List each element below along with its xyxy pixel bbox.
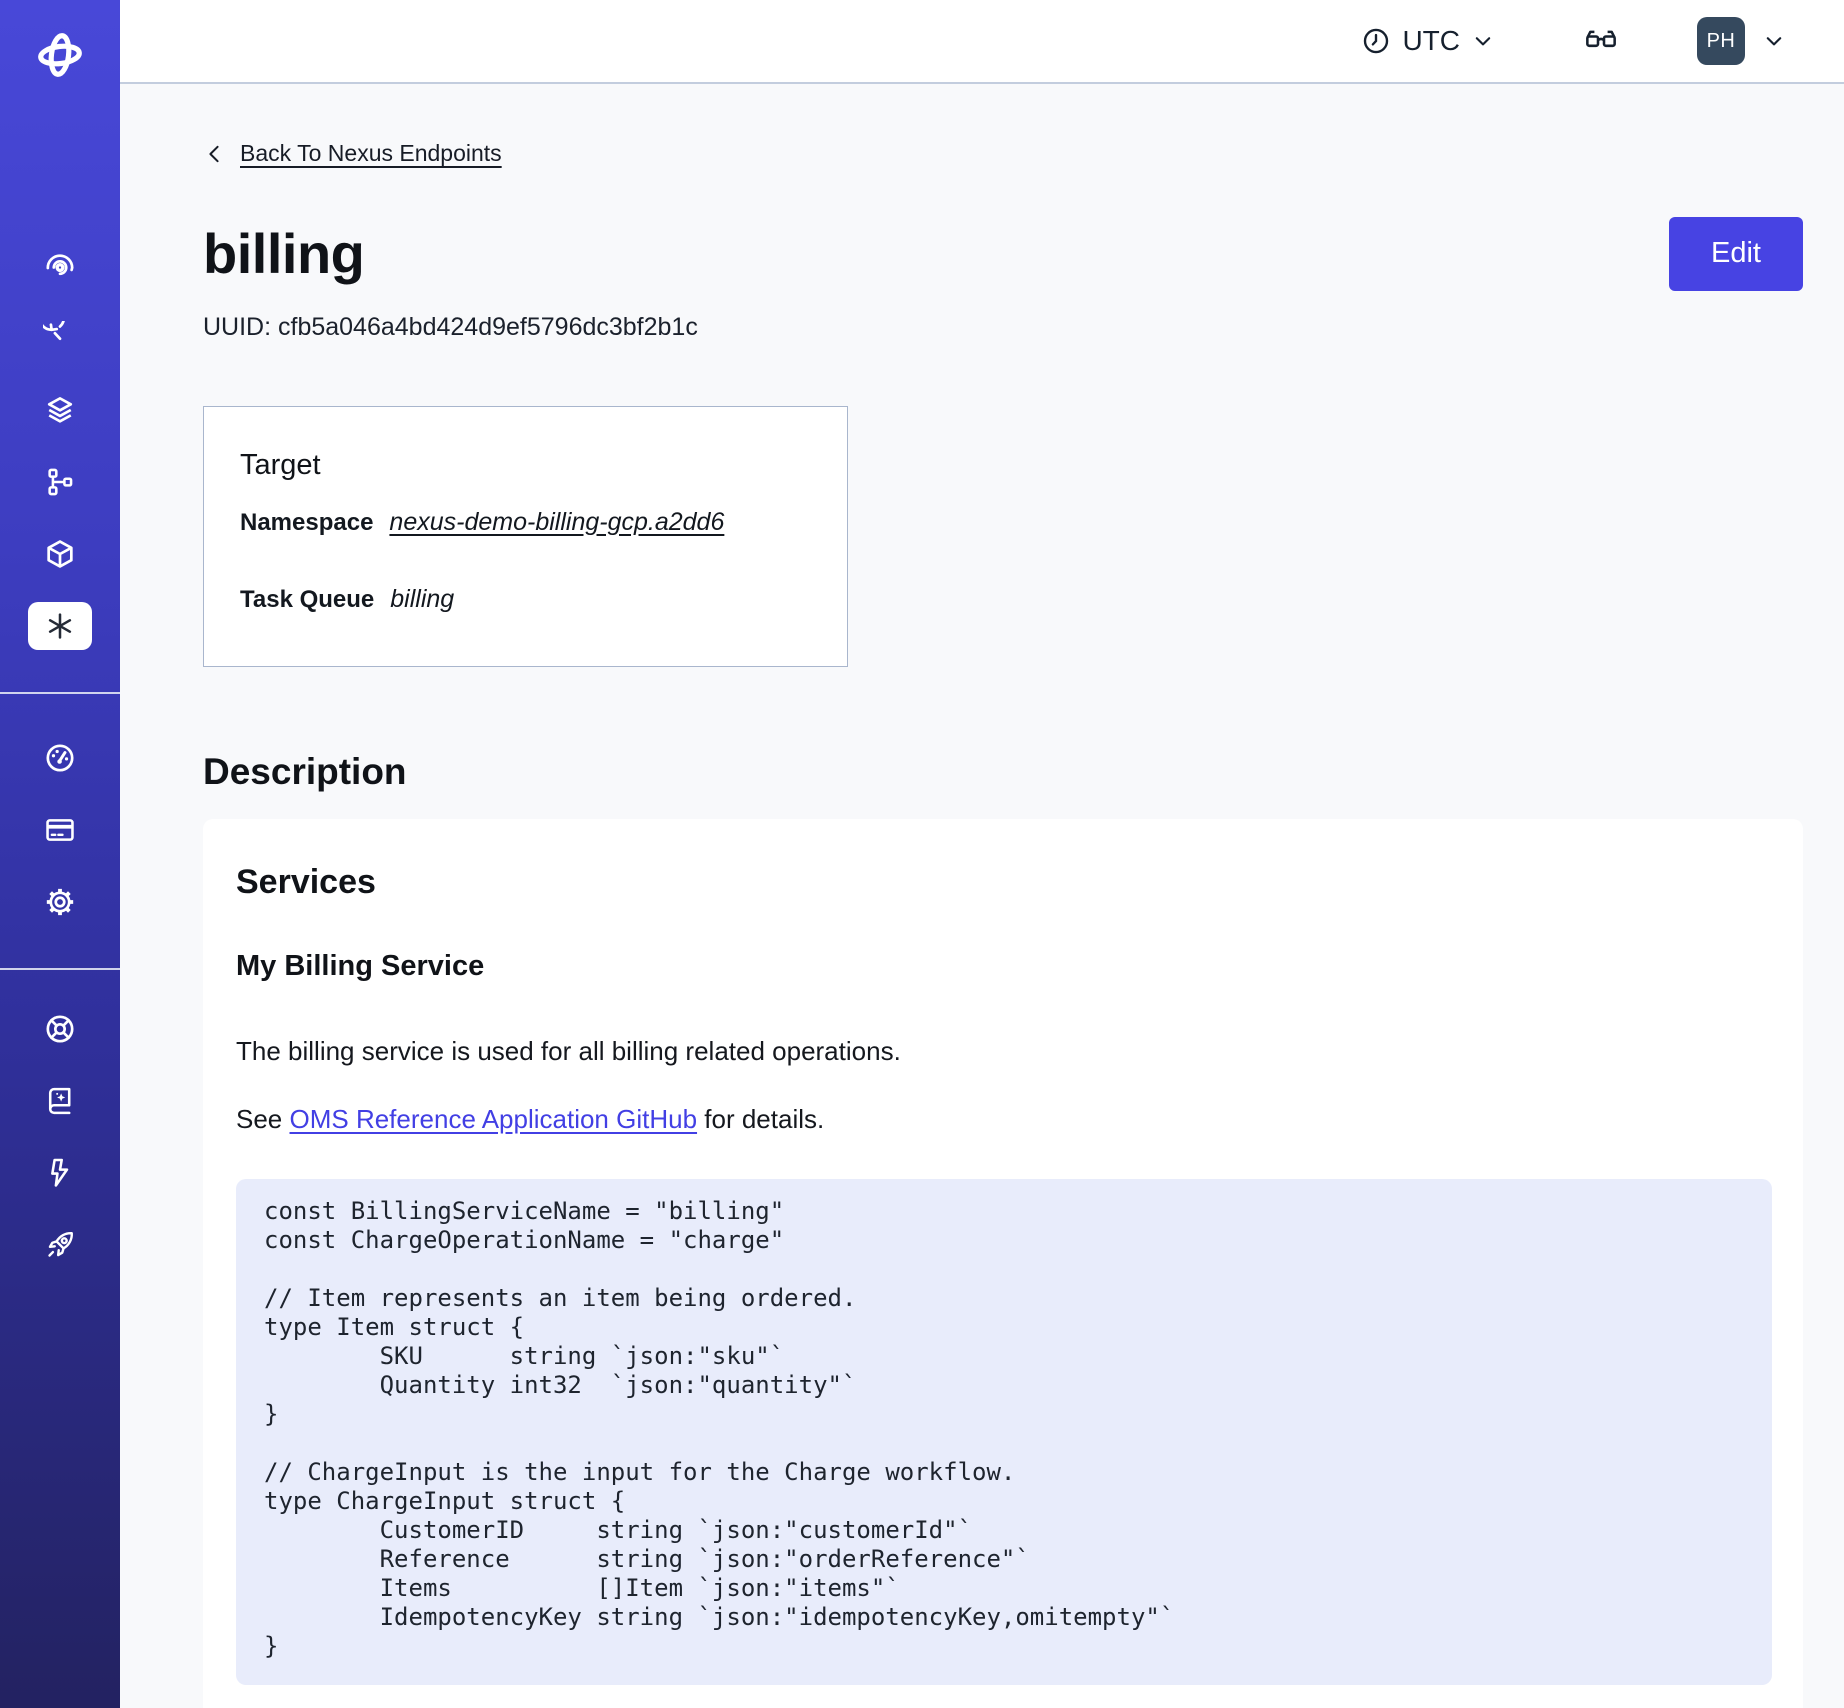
lifebuoy-icon bbox=[46, 1015, 74, 1043]
page-title: billing bbox=[203, 222, 365, 285]
uuid-line: UUID: cfb5a046a4bd424d9ef5796dc3bf2b1c bbox=[203, 312, 698, 341]
oms-github-link[interactable]: OMS Reference Application GitHub bbox=[289, 1103, 698, 1134]
cube-icon bbox=[47, 540, 73, 568]
node-graph-icon bbox=[48, 468, 73, 496]
service-details-line: See OMS Reference Application GitHub for… bbox=[236, 1103, 1770, 1135]
namespace-link[interactable]: nexus-demo-billing-gcp.a2dd6 bbox=[389, 507, 725, 536]
sidebar-item-schedules[interactable] bbox=[0, 302, 120, 374]
sidebar-divider bbox=[0, 692, 120, 694]
sidebar-item-nexus[interactable] bbox=[0, 590, 120, 662]
namespace-label: Namespace bbox=[240, 508, 374, 536]
sidebar-item-batch-operations[interactable] bbox=[0, 518, 120, 590]
timer-icon bbox=[43, 321, 65, 341]
temporal-logo-icon bbox=[38, 33, 82, 77]
target-card: Target Namespace nexus-demo-billing-gcp.… bbox=[203, 405, 848, 667]
sidebar-nav-account bbox=[0, 722, 120, 938]
chevron-left-icon bbox=[209, 145, 219, 162]
back-link[interactable]: Back To Nexus Endpoints bbox=[203, 140, 502, 167]
gear-icon bbox=[46, 888, 74, 916]
task-queue-row: Task Queue billing bbox=[240, 585, 811, 614]
labs-toggle-button[interactable] bbox=[1583, 23, 1619, 59]
credit-card-icon bbox=[46, 819, 74, 841]
sidebar-item-feedback[interactable] bbox=[0, 1137, 120, 1209]
namespace-row: Namespace nexus-demo-billing-gcp.a2dd6 bbox=[240, 508, 811, 537]
details-suffix: for details. bbox=[697, 1103, 825, 1134]
temporal-logo[interactable] bbox=[0, 0, 120, 77]
main-column: UTC PH bbox=[120, 0, 1844, 1708]
rocket-icon bbox=[48, 1232, 73, 1257]
target-card-title: Target bbox=[240, 448, 321, 481]
back-link-label: Back To Nexus Endpoints bbox=[240, 140, 502, 166]
sidebar-divider bbox=[0, 968, 120, 970]
sidebar-item-support[interactable] bbox=[0, 993, 120, 1065]
edit-button[interactable]: Edit bbox=[1669, 216, 1803, 291]
task-queue-label: Task Queue bbox=[240, 585, 375, 613]
account-menu[interactable]: PH bbox=[1697, 17, 1786, 65]
book-sparkle-icon bbox=[48, 1087, 71, 1115]
spiral-eye-icon bbox=[46, 254, 74, 276]
task-queue-value: billing bbox=[390, 584, 455, 613]
sidebar-item-namespaces[interactable] bbox=[0, 374, 120, 446]
chevron-down-icon bbox=[1766, 37, 1782, 46]
gauge-icon bbox=[46, 744, 74, 772]
glasses-icon bbox=[1586, 30, 1616, 48]
service-name-heading: My Billing Service bbox=[236, 949, 485, 982]
asterisk-icon bbox=[48, 613, 72, 639]
description-section-title: Description bbox=[203, 750, 407, 792]
sidebar-item-workflows[interactable] bbox=[0, 230, 120, 302]
layers-icon bbox=[47, 397, 73, 423]
service-description: The billing service is used for all bill… bbox=[236, 1035, 901, 1066]
sidebar-item-usage[interactable] bbox=[0, 722, 120, 794]
sidebar-item-billing[interactable] bbox=[0, 794, 120, 866]
sidebar-nav-main bbox=[0, 230, 120, 662]
code-block: const BillingServiceName = "billing" con… bbox=[236, 1178, 1772, 1685]
sidebar-item-docs[interactable] bbox=[0, 1065, 120, 1137]
sidebar-item-getting-started[interactable] bbox=[0, 1209, 120, 1281]
lightning-icon bbox=[51, 1158, 69, 1187]
sidebar-item-deployments[interactable] bbox=[0, 446, 120, 518]
top-header: UTC PH bbox=[120, 0, 1844, 84]
services-heading: Services bbox=[236, 862, 376, 901]
active-nav-highlight bbox=[28, 602, 92, 650]
description-card: Services My Billing Service The billing … bbox=[203, 818, 1803, 1708]
sidebar-item-settings[interactable] bbox=[0, 866, 120, 938]
title-row: billing Edit bbox=[203, 216, 1803, 291]
clock-icon bbox=[1364, 28, 1389, 54]
timezone-picker[interactable]: UTC bbox=[1361, 25, 1495, 57]
chevron-down-icon bbox=[1475, 37, 1491, 46]
details-prefix: See bbox=[236, 1103, 290, 1134]
page-content: Back To Nexus Endpoints billing Edit UUI… bbox=[120, 84, 1844, 1708]
avatar[interactable]: PH bbox=[1697, 17, 1745, 65]
sidebar-nav-help bbox=[0, 993, 120, 1281]
sidebar bbox=[0, 0, 120, 1708]
timezone-label: UTC bbox=[1402, 25, 1460, 56]
